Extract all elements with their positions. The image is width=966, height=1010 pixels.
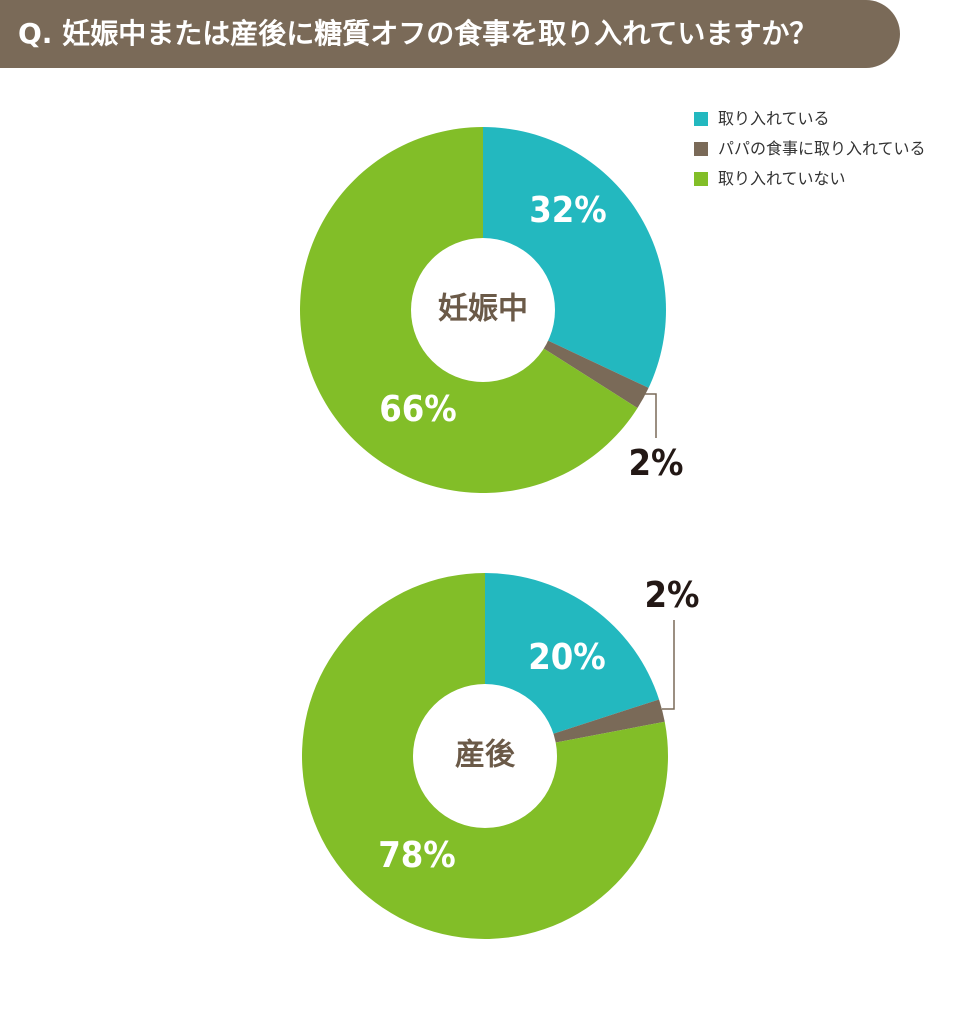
chart-1-center-hole	[411, 238, 555, 382]
chart-2-label-2: 2%	[645, 575, 700, 616]
legend-label-adopted: 取り入れている	[718, 109, 830, 128]
legend-swatch-papa-meals	[694, 142, 708, 156]
legend-swatch-not-adopted	[694, 172, 708, 186]
chart-2-center-hole	[413, 684, 557, 828]
question-header: Q. 妊娠中または産後に糖質オフの食事を取り入れていますか？	[0, 0, 900, 68]
chart-1-center-label: 妊娠中	[438, 292, 528, 327]
legend: 取り入れている パパの食事に取り入れている 取り入れていない	[694, 104, 926, 194]
legend-label-papa-meals: パパの食事に取り入れている	[718, 139, 926, 158]
legend-label-not-adopted: 取り入れていない	[718, 169, 846, 188]
chart-1-label-1: 32%	[529, 190, 607, 231]
chart-1-leader-line	[637, 393, 657, 438]
chart-2-label-3: 78%	[378, 835, 456, 876]
chart-2-label-1: 20%	[528, 637, 606, 678]
chart-1-label-3: 66%	[379, 389, 457, 430]
chart-1-label-2: 2%	[629, 443, 684, 484]
legend-item-not-adopted: 取り入れていない	[694, 164, 926, 194]
legend-item-adopted: 取り入れている	[694, 104, 926, 134]
chart-2-leader-line	[662, 620, 675, 710]
question-text: Q. 妊娠中または産後に糖質オフの食事を取り入れていますか？	[18, 17, 818, 50]
chart-2-center-label: 産後	[455, 738, 516, 773]
legend-item-papa-meals: パパの食事に取り入れている	[694, 134, 926, 164]
legend-swatch-adopted	[694, 112, 708, 126]
